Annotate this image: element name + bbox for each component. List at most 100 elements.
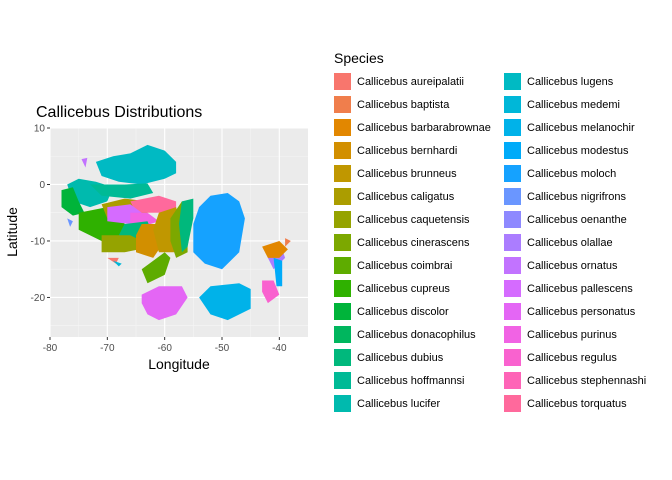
legend-label: Callicebus cupreus	[357, 282, 450, 295]
legend-item: Callicebus oenanthe	[504, 208, 672, 231]
legend-key	[504, 303, 521, 320]
legend-key	[504, 165, 521, 182]
legend-key	[334, 349, 351, 366]
legend-item: Callicebus caquetensis	[334, 208, 504, 231]
species-region	[141, 252, 171, 284]
legend-key	[504, 395, 521, 412]
legend-item: Callicebus lucifer	[334, 392, 504, 415]
legend-item: Callicebus cinerascens	[334, 231, 504, 254]
legend-item: Callicebus purinus	[504, 323, 672, 346]
legend-item: Callicebus torquatus	[504, 392, 672, 415]
species-regions	[61, 144, 291, 321]
y-tick-label: 0	[39, 180, 45, 191]
legend-item: Callicebus medemi	[504, 93, 672, 116]
legend-item: Callicebus discolor	[334, 300, 504, 323]
legend-label: Callicebus stephennashi	[527, 374, 647, 387]
legend-item: Callicebus dubius	[334, 346, 504, 369]
species-region	[61, 187, 85, 216]
legend-key	[334, 234, 351, 251]
legend-item: Callicebus pallescens	[504, 277, 672, 300]
legend-key	[504, 119, 521, 136]
legend-key	[504, 257, 521, 274]
legend-key	[334, 188, 351, 205]
x-tick-label: -80	[43, 343, 58, 354]
legend-label: Callicebus caligatus	[357, 190, 455, 203]
species-region	[90, 183, 154, 199]
legend-key	[504, 372, 521, 389]
legend-key	[504, 211, 521, 228]
legend-label: Callicebus purinus	[527, 328, 617, 341]
legend-item: Callicebus baptista	[334, 93, 504, 116]
species-region	[113, 260, 122, 267]
legend-label: Callicebus nigrifrons	[527, 190, 627, 203]
species-region	[130, 195, 177, 213]
legend-item: Callicebus hoffmannsi	[334, 369, 504, 392]
species-region	[193, 193, 245, 270]
legend-column: Callicebus aureipalatii Callicebus baptis…	[334, 70, 504, 415]
y-axis-title: Latitude	[4, 207, 20, 257]
species-region	[81, 157, 88, 168]
axis-ticks: -80 -70 -60 -50 -40 -20 -10 0 10	[31, 124, 287, 355]
legend-key	[334, 395, 351, 412]
species-region	[273, 257, 283, 287]
legend-label: Callicebus modestus	[527, 144, 629, 157]
legend-label: Callicebus pallescens	[527, 282, 633, 295]
species-region	[179, 198, 194, 253]
legend-title: Species	[334, 50, 384, 66]
species-region	[141, 286, 188, 321]
legend-label: Callicebus medemi	[527, 98, 620, 111]
legend-item: Callicebus brunneus	[334, 162, 504, 185]
legend-key	[504, 142, 521, 159]
legend-item: Callicebus ornatus	[504, 254, 672, 277]
legend-label: Callicebus personatus	[527, 305, 636, 318]
legend-label: Callicebus bernhardi	[357, 144, 458, 157]
legend-key	[504, 96, 521, 113]
legend-label: Callicebus barbarabrownae	[357, 121, 491, 134]
legend-key	[504, 280, 521, 297]
legend-label: Callicebus cinerascens	[357, 236, 470, 249]
legend-label: Callicebus torquatus	[527, 397, 627, 410]
legend-item: Callicebus bernhardi	[334, 139, 504, 162]
legend-item: Callicebus nigrifrons	[504, 185, 672, 208]
legend-label: Callicebus aureipalatii	[357, 75, 465, 88]
legend-item: Callicebus caligatus	[334, 185, 504, 208]
legend-key	[334, 96, 351, 113]
legend-item: Callicebus cupreus	[334, 277, 504, 300]
legend-label: Callicebus coimbrai	[357, 259, 453, 272]
legend-key	[504, 188, 521, 205]
legend-item: Callicebus olallae	[504, 231, 672, 254]
legend-item: Callicebus barbarabrownae	[334, 116, 504, 139]
legend-item: Callicebus aureipalatii	[334, 70, 504, 93]
y-tick-label: -10	[31, 236, 46, 247]
x-axis-title: Longitude	[148, 356, 210, 372]
legend-key	[504, 73, 521, 90]
species-region	[262, 280, 280, 304]
legend-label: Callicebus lucifer	[357, 397, 441, 410]
legend-label: Callicebus brunneus	[357, 167, 457, 180]
legend-item: Callicebus stephennashi	[504, 369, 672, 392]
legend-key	[334, 165, 351, 182]
legend-key	[334, 211, 351, 228]
legend: Species Callicebus aureipalatii Callicebu…	[334, 50, 672, 415]
legend-item: Callicebus donacophilus	[334, 323, 504, 346]
legend-key	[334, 326, 351, 343]
legend-item: Callicebus lugens	[504, 70, 672, 93]
legend-item: Callicebus modestus	[504, 139, 672, 162]
legend-item: Callicebus melanochir	[504, 116, 672, 139]
legend-item: Callicebus coimbrai	[334, 254, 504, 277]
legend-key	[504, 349, 521, 366]
legend-label: Callicebus baptista	[357, 98, 450, 111]
legend-label: Callicebus caquetensis	[357, 213, 470, 226]
x-tick-label: -60	[157, 343, 172, 354]
legend-label: Callicebus oenanthe	[527, 213, 627, 226]
legend-label: Callicebus moloch	[527, 167, 617, 180]
legend-key	[504, 234, 521, 251]
legend-item: Callicebus regulus	[504, 346, 672, 369]
x-tick-label: -50	[215, 343, 230, 354]
x-tick-label: -70	[100, 343, 115, 354]
legend-label: Callicebus lugens	[527, 75, 614, 88]
species-region	[262, 241, 288, 258]
y-tick-label: -20	[31, 293, 46, 304]
legend-columns: Callicebus aureipalatii Callicebus baptis…	[334, 70, 672, 415]
